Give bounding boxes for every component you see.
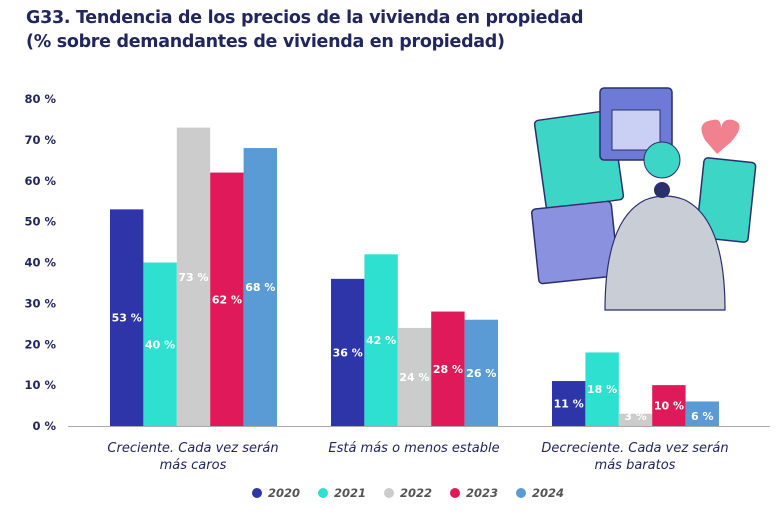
legend-item: 2024 [516, 486, 582, 500]
bar-2020 [552, 381, 586, 426]
bar-2021 [143, 262, 177, 426]
y-tick-label: 0 % [32, 419, 56, 433]
category-label: Creciente. Cada vez serán más caros [107, 441, 279, 473]
data-label: 62 % [212, 293, 242, 306]
bar-2022 [176, 127, 211, 427]
y-tick-label: 80 % [24, 92, 56, 106]
data-label: 53 % [112, 312, 142, 325]
legend-dot-icon [318, 488, 328, 498]
y-tick-label: 20 % [24, 337, 56, 351]
legend-label: 2022 [400, 486, 433, 500]
legend-dot-icon [384, 488, 394, 498]
bar-2020 [331, 278, 365, 426]
legend-dot-icon [252, 488, 262, 498]
bar-2021 [364, 254, 398, 426]
y-tick-label: 60 % [24, 174, 56, 188]
category-label: Está más o menos estable [328, 441, 500, 456]
legend-label: 2024 [532, 486, 565, 500]
data-label: 73 % [178, 271, 208, 284]
bar-2023 [652, 385, 686, 426]
bar-2024 [685, 401, 719, 426]
chart-subtitle: (% sobre demandantes de vivienda en prop… [26, 32, 505, 52]
y-tick-label: 50 % [24, 215, 56, 229]
data-label: 6 % [691, 410, 714, 423]
data-label: 18 % [587, 383, 617, 396]
legend-dot-icon [450, 488, 460, 498]
data-label: 3 % [624, 410, 647, 423]
legend-label: 2023 [466, 486, 499, 500]
data-label: 42 % [366, 334, 396, 347]
data-label: 40 % [145, 338, 175, 351]
data-label: 28 % [433, 363, 463, 376]
bar-2022 [397, 327, 432, 426]
y-tick-label: 40 % [24, 256, 56, 270]
bar-2023 [431, 311, 465, 426]
data-label: 11 % [554, 398, 584, 411]
bar-2020 [110, 209, 144, 426]
legend-item: 2023 [450, 486, 516, 500]
bar-2022 [618, 413, 653, 426]
y-tick-label: 70 % [24, 133, 56, 147]
data-label: 26 % [466, 367, 496, 380]
y-tick-label: 10 % [24, 378, 56, 392]
chart-title: G33. Tendencia de los precios de la vivi… [26, 8, 584, 28]
legend-item: 2021 [318, 486, 384, 500]
bar-2024 [243, 148, 277, 427]
legend-item: 2022 [384, 486, 450, 500]
data-label: 68 % [245, 281, 275, 294]
bar-2021 [585, 352, 619, 426]
data-label: 36 % [333, 346, 363, 359]
legend: 2020 2021 2022 2023 2024 [252, 486, 582, 500]
legend-dot-icon [516, 488, 526, 498]
legend-item: 2020 [252, 486, 318, 500]
legend-label: 2020 [268, 486, 301, 500]
y-tick-label: 30 % [24, 296, 56, 310]
bar-2023 [210, 172, 244, 426]
legend-label: 2021 [334, 486, 367, 500]
category-label: Decreciente. Cada vez serán más baratos [541, 441, 729, 473]
house-illustration [530, 87, 757, 311]
data-label: 24 % [399, 371, 429, 384]
bar-2024 [464, 319, 498, 426]
data-label: 10 % [654, 400, 684, 413]
